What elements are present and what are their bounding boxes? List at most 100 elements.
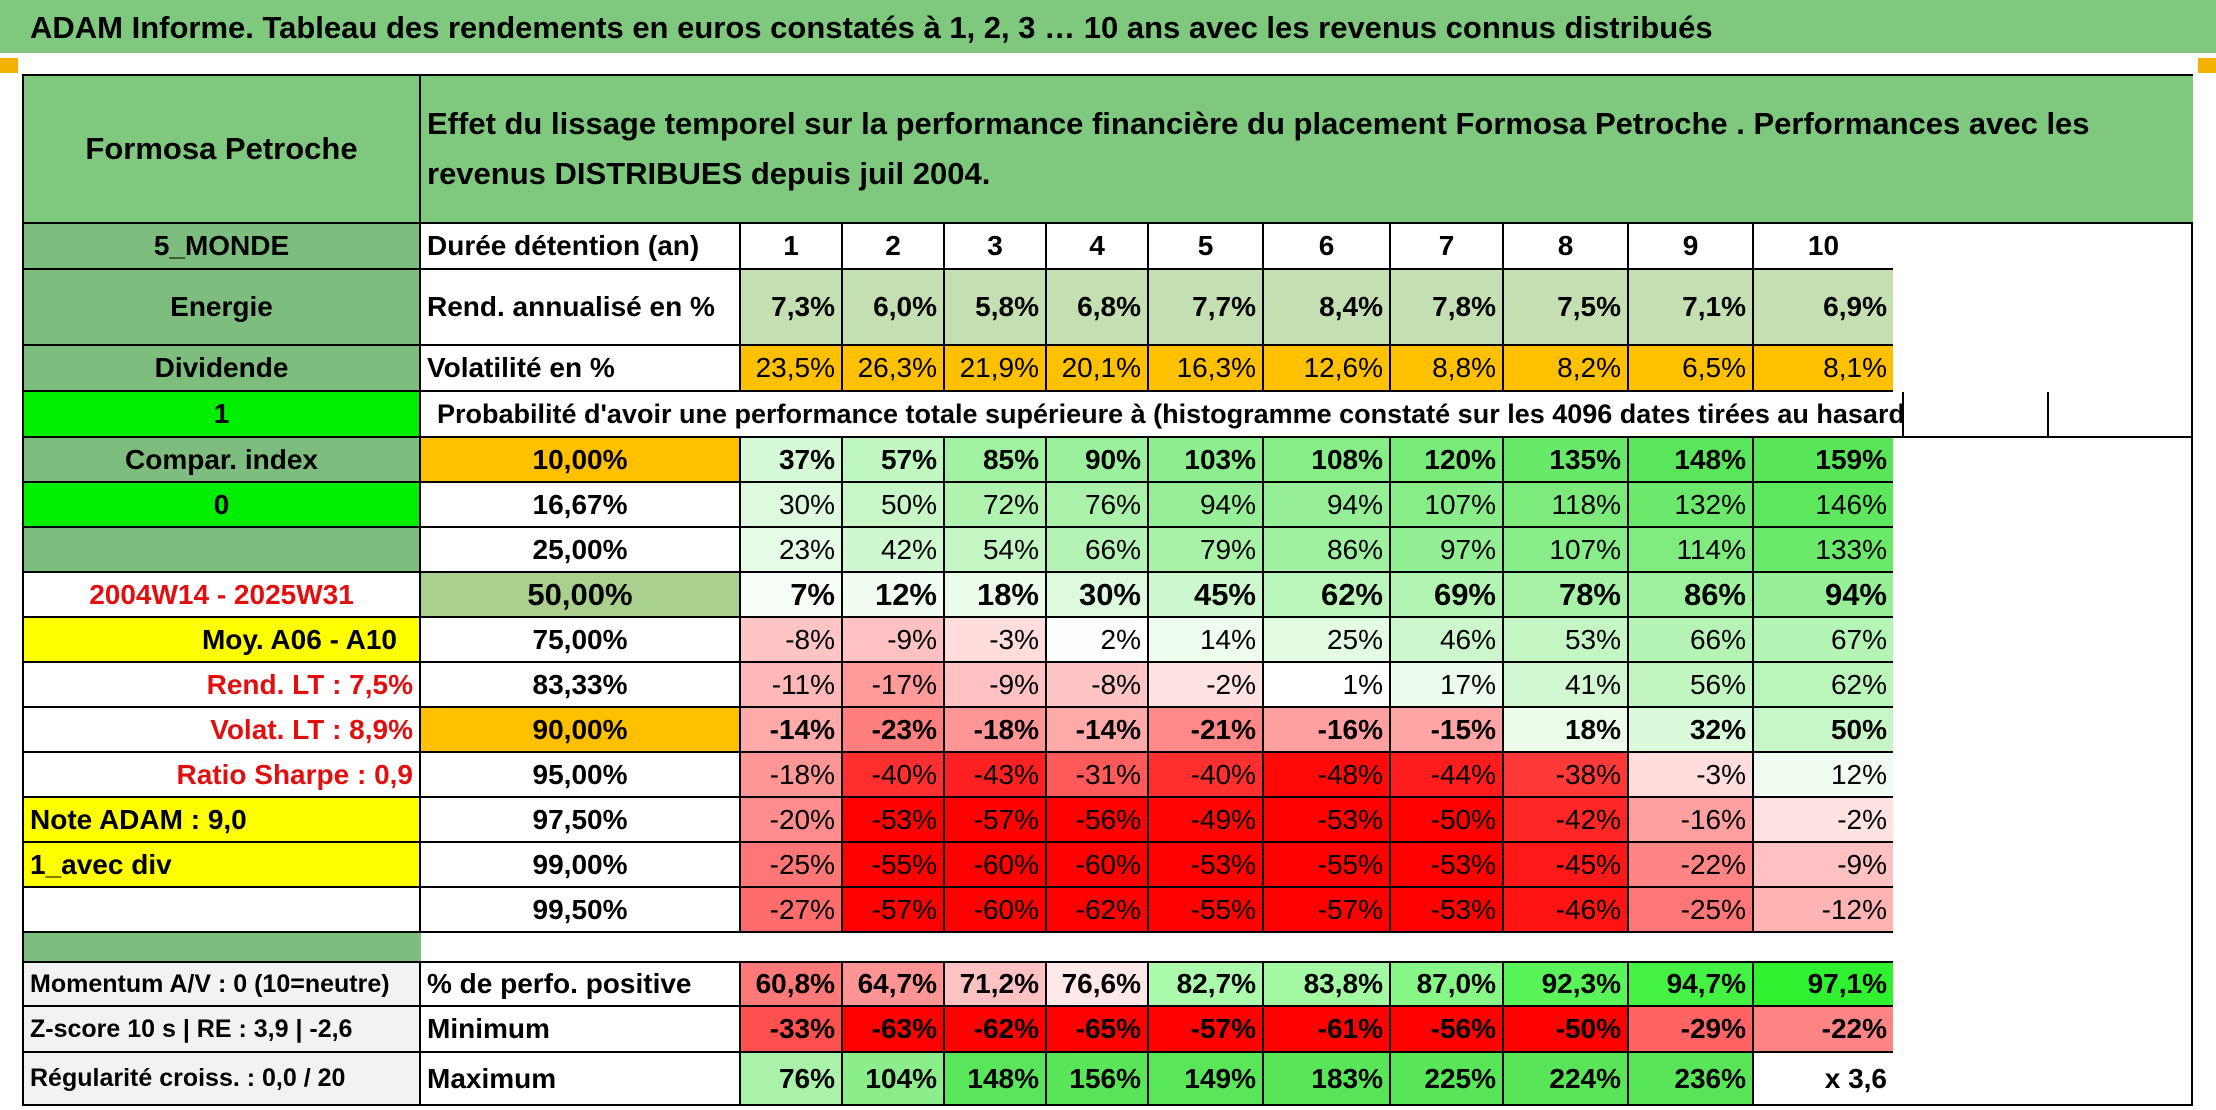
prob-value: -57% [1264,888,1391,933]
prob-value: 62% [1754,663,1893,708]
orange-marker-left [0,58,18,73]
prob-value: 94% [1754,573,1893,618]
vol-value-6: 12,6% [1264,346,1391,392]
rend-value-5: 7,7% [1149,270,1264,346]
prob-value: 133% [1754,528,1893,573]
prob-value: -3% [945,618,1047,663]
prob-value: 1% [1264,663,1391,708]
prob-value: 45% [1149,573,1264,618]
max-value: 149% [1149,1053,1264,1104]
prob-value: -3% [1629,753,1754,798]
duration-4: 4 [1047,224,1149,270]
income-label: Dividende [24,346,421,392]
prob-value: -17% [843,663,945,708]
prob-value: 78% [1504,573,1629,618]
prob-value: -53% [1264,798,1391,843]
prob-value: -16% [1629,798,1754,843]
prob-value: -25% [1629,888,1754,933]
prob-value: 30% [741,483,843,528]
prob-value: -40% [843,753,945,798]
page-title: ADAM Informe. Tableau des rendements en … [0,0,2216,53]
prob-value: 146% [1754,483,1893,528]
duration-5: 5 [1149,224,1264,270]
prob-value: 69% [1391,573,1504,618]
prob-pct-7: 90,00% [421,708,741,753]
prob-value: -57% [843,888,945,933]
prob-pct-8: 95,00% [421,753,741,798]
prob-value: 94% [1264,483,1391,528]
prob-value: -48% [1264,753,1391,798]
prob-value: -50% [1391,798,1504,843]
positive-value: 97,1% [1754,961,1893,1007]
positive-value: 92,3% [1504,961,1629,1007]
prob-value: -45% [1504,843,1629,888]
prob-value: -53% [1391,888,1504,933]
prob-pct-9: 97,50% [421,798,741,843]
prob-value: 67% [1754,618,1893,663]
prob-value: 46% [1391,618,1504,663]
vol-value-8: 8,2% [1504,346,1629,392]
prob-value: 107% [1391,483,1504,528]
max-value: 156% [1047,1053,1149,1104]
note-adam: Note ADAM : 9,0 [24,798,421,843]
prob-value: 42% [843,528,945,573]
prob-value: -46% [1504,888,1629,933]
prob-value: 76% [1047,483,1149,528]
prob-value: -2% [1149,663,1264,708]
min-value: -22% [1754,1007,1893,1053]
prob-value: -21% [1149,708,1264,753]
max-value: 236% [1629,1053,1754,1104]
vol-value-1: 23,5% [741,346,843,392]
prob-value: 86% [1264,528,1391,573]
prob-value: 85% [945,438,1047,483]
prob-value: -60% [945,843,1047,888]
prob-pct-11: 99,50% [421,888,741,933]
vol-value-7: 8,8% [1391,346,1504,392]
fund-name: Formosa Petroche [24,76,421,224]
prob-value: -2% [1754,798,1893,843]
prob-value: -62% [1047,888,1149,933]
compar-index: Compar. index [24,438,421,483]
prob-value: 90% [1047,438,1149,483]
blank-cell-10 [2049,392,2193,438]
description: Effet du lissage temporel sur la perform… [421,76,2193,224]
min-label: Minimum [421,1007,741,1053]
sector-label: Energie [24,270,421,346]
prob-value: -53% [1149,843,1264,888]
min-value: -29% [1629,1007,1754,1053]
prob-value: -22% [1629,843,1754,888]
vol-value-4: 20,1% [1047,346,1149,392]
prob-value: 30% [1047,573,1149,618]
prob-value: -40% [1149,753,1264,798]
prob-value: -44% [1391,753,1504,798]
prob-value: -25% [741,843,843,888]
period: 2004W14 - 2025W31 [24,573,421,618]
rend-value-3: 5,8% [945,270,1047,346]
empty-left-cell [24,888,421,933]
prob-value: 94% [1149,483,1264,528]
prob-value: 12% [843,573,945,618]
prob-value: 32% [1629,708,1754,753]
momentum-label: Momentum A/V : 0 (10=neutre) [24,961,421,1007]
ratio-sharpe: Ratio Sharpe : 0,9 [24,753,421,798]
rend-label: Rend. annualisé en % [421,270,741,346]
prob-value: -53% [1391,843,1504,888]
prob-value: -27% [741,888,843,933]
duration-label: Durée détention (an) [421,224,741,270]
rend-value-8: 7,5% [1504,270,1629,346]
prob-pct-5: 75,00% [421,618,741,663]
positive-value: 60,8% [741,961,843,1007]
prob-value: 79% [1149,528,1264,573]
positive-value: 64,7% [843,961,945,1007]
vol-value-5: 16,3% [1149,346,1264,392]
prob-value: 108% [1264,438,1391,483]
moy-label: Moy. A06 - A10 [24,618,421,663]
rend-value-7: 7,8% [1391,270,1504,346]
min-value: -33% [741,1007,843,1053]
prob-title: Probabilité d'avoir une performance tota… [421,392,1904,438]
max-value: 224% [1504,1053,1629,1104]
zone-label: 5_MONDE [24,224,421,270]
prob-value: 97% [1391,528,1504,573]
prob-value: -14% [741,708,843,753]
prob-value: -11% [741,663,843,708]
